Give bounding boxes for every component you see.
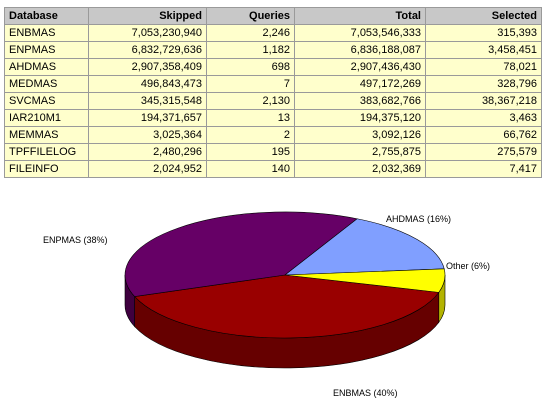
cell-total: 6,836,188,087 xyxy=(294,41,426,59)
column-header-total: Total xyxy=(294,7,426,25)
table-row: TPFFILELOG 2,480,296 195 2,755,875 275,579 xyxy=(4,143,542,161)
cell-queries: 195 xyxy=(206,143,295,161)
table-row: AHDMAS 2,907,358,409 698 2,907,436,430 78,02… xyxy=(4,58,542,76)
column-header-database: Database xyxy=(4,7,89,25)
pie-slice-1 xyxy=(124,211,358,297)
column-header-selected: Selected xyxy=(425,7,542,25)
pie-slice-0 xyxy=(134,274,440,339)
cell-skipped: 2,024,952 xyxy=(88,160,207,178)
cell-skipped: 2,907,358,409 xyxy=(88,58,207,76)
cell-selected: 328,796 xyxy=(425,75,542,93)
cell-queries: 13 xyxy=(206,109,295,127)
cell-skipped: 194,371,657 xyxy=(88,109,207,127)
cell-database: AHDMAS xyxy=(4,58,89,76)
cell-selected: 7,417 xyxy=(425,160,542,178)
cell-selected: 315,393 xyxy=(425,24,542,42)
table-body: ENBMAS 7,053,230,940 2,246 7,053,546,333 315… xyxy=(4,24,542,178)
table-header-row: Database Skipped Queries Total Selected xyxy=(4,7,542,25)
pie-label-3: Other (6%) xyxy=(446,261,490,271)
cell-database: FILEINFO xyxy=(4,160,89,178)
pie-slice-3 xyxy=(284,268,446,293)
table-row: MEMMAS 3,025,364 2 3,092,126 66,762 xyxy=(4,126,542,144)
cell-database: ENBMAS xyxy=(4,24,89,42)
column-header-queries: Queries xyxy=(206,7,295,25)
cell-skipped: 7,053,230,940 xyxy=(88,24,207,42)
cell-queries: 2 xyxy=(206,126,295,144)
pie-label-1: ENPMAS (38%) xyxy=(43,235,108,245)
cell-queries: 2,130 xyxy=(206,92,295,110)
cell-total: 2,755,875 xyxy=(294,143,426,161)
table-row: IAR210M1 194,371,657 13 194,375,120 3,463 xyxy=(4,109,542,127)
cell-database: ENPMAS xyxy=(4,41,89,59)
cell-skipped: 496,843,473 xyxy=(88,75,207,93)
cell-total: 2,032,369 xyxy=(294,160,426,178)
cell-total: 194,375,120 xyxy=(294,109,426,127)
cell-total: 2,907,436,430 xyxy=(294,58,426,76)
cell-selected: 78,021 xyxy=(425,58,542,76)
table-row: SVCMAS 345,315,548 2,130 383,682,766 38,367,… xyxy=(4,92,542,110)
cell-skipped: 6,832,729,636 xyxy=(88,41,207,59)
pie-label-0: ENBMAS (40%) xyxy=(333,388,398,398)
cell-skipped: 3,025,364 xyxy=(88,126,207,144)
pie-slice-2 xyxy=(284,218,445,276)
cell-total: 383,682,766 xyxy=(294,92,426,110)
cell-selected: 3,463 xyxy=(425,109,542,127)
column-header-skipped: Skipped xyxy=(88,7,207,25)
table-row: FILEINFO 2,024,952 140 2,032,369 7,417 xyxy=(4,160,542,178)
cell-total: 497,172,269 xyxy=(294,75,426,93)
cell-skipped: 2,480,296 xyxy=(88,143,207,161)
table-row: MEDMAS 496,843,473 7 497,172,269 328,796 xyxy=(4,75,542,93)
cell-selected: 3,458,451 xyxy=(425,41,542,59)
cell-database: TPFFILELOG xyxy=(4,143,89,161)
table-row: ENBMAS 7,053,230,940 2,246 7,053,546,333 315… xyxy=(4,24,542,42)
cell-queries: 698 xyxy=(206,58,295,76)
cell-database: MEMMAS xyxy=(4,126,89,144)
cell-selected: 66,762 xyxy=(425,126,542,144)
cell-selected: 275,579 xyxy=(425,143,542,161)
cell-queries: 140 xyxy=(206,160,295,178)
cell-total: 3,092,126 xyxy=(294,126,426,144)
cell-database: SVCMAS xyxy=(4,92,89,110)
database-share-pie-chart: ENBMAS (40%) ENPMAS (38%) AHDMAS (16%) Othe… xyxy=(43,211,490,398)
cell-selected: 38,367,218 xyxy=(425,92,542,110)
cell-total: 7,053,546,333 xyxy=(294,24,426,42)
database-stats-table: Database Skipped Queries Total Selected … xyxy=(4,7,542,178)
cell-skipped: 345,315,548 xyxy=(88,92,207,110)
cell-queries: 2,246 xyxy=(206,24,295,42)
cell-queries: 7 xyxy=(206,75,295,93)
pie-label-2: AHDMAS (16%) xyxy=(386,214,451,224)
cell-database: MEDMAS xyxy=(4,75,89,93)
cell-queries: 1,182 xyxy=(206,41,295,59)
cell-database: IAR210M1 xyxy=(4,109,89,127)
table-row: ENPMAS 6,832,729,636 1,182 6,836,188,087 3,4… xyxy=(4,41,542,59)
